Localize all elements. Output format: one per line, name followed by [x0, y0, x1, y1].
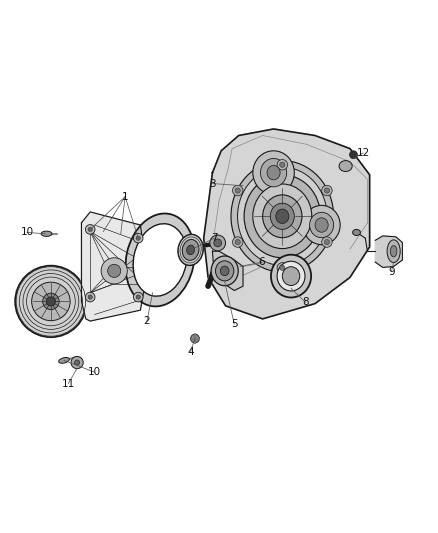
- Circle shape: [280, 162, 285, 167]
- Ellipse shape: [231, 160, 334, 272]
- Circle shape: [32, 282, 70, 321]
- Circle shape: [88, 227, 92, 231]
- Circle shape: [277, 159, 288, 170]
- Circle shape: [71, 357, 83, 369]
- Ellipse shape: [263, 195, 302, 238]
- Circle shape: [46, 297, 56, 306]
- Ellipse shape: [390, 246, 397, 257]
- Ellipse shape: [126, 214, 194, 306]
- Circle shape: [88, 295, 92, 299]
- Circle shape: [134, 233, 143, 243]
- Ellipse shape: [315, 218, 328, 232]
- Ellipse shape: [353, 229, 360, 236]
- Ellipse shape: [244, 175, 321, 258]
- Text: 8: 8: [302, 297, 309, 308]
- Ellipse shape: [310, 212, 334, 238]
- Ellipse shape: [133, 224, 187, 296]
- Circle shape: [235, 188, 240, 193]
- Ellipse shape: [387, 240, 400, 263]
- Ellipse shape: [277, 261, 305, 291]
- Text: 12: 12: [357, 148, 370, 158]
- Circle shape: [235, 239, 240, 245]
- Circle shape: [134, 292, 143, 302]
- Ellipse shape: [178, 235, 203, 265]
- Text: 11: 11: [62, 378, 75, 389]
- Ellipse shape: [283, 266, 300, 286]
- Ellipse shape: [41, 231, 52, 236]
- Ellipse shape: [253, 151, 294, 195]
- Text: 10: 10: [88, 367, 101, 377]
- Text: 2: 2: [144, 316, 150, 326]
- Circle shape: [42, 293, 59, 310]
- Text: 3: 3: [209, 179, 216, 189]
- Circle shape: [277, 263, 288, 273]
- Circle shape: [321, 237, 332, 247]
- Circle shape: [321, 185, 332, 196]
- Text: 10: 10: [20, 228, 33, 237]
- Text: 7: 7: [211, 233, 218, 243]
- Ellipse shape: [303, 205, 340, 245]
- Circle shape: [85, 224, 95, 234]
- Ellipse shape: [187, 245, 194, 255]
- Text: 4: 4: [187, 346, 194, 357]
- Circle shape: [324, 239, 329, 245]
- Ellipse shape: [267, 165, 280, 180]
- Circle shape: [191, 334, 199, 343]
- Circle shape: [108, 264, 121, 277]
- Ellipse shape: [237, 167, 327, 265]
- Ellipse shape: [261, 158, 287, 187]
- Circle shape: [233, 185, 243, 196]
- Polygon shape: [212, 251, 243, 290]
- Ellipse shape: [211, 256, 238, 286]
- Text: 1: 1: [122, 192, 128, 201]
- Ellipse shape: [215, 261, 234, 281]
- Text: 9: 9: [388, 266, 395, 277]
- Circle shape: [136, 295, 141, 299]
- Ellipse shape: [59, 358, 69, 364]
- Circle shape: [101, 258, 127, 284]
- Text: 5: 5: [231, 319, 237, 329]
- Circle shape: [214, 239, 222, 247]
- Ellipse shape: [271, 255, 311, 297]
- Circle shape: [15, 265, 87, 337]
- Polygon shape: [204, 129, 370, 319]
- Circle shape: [210, 235, 226, 251]
- Circle shape: [74, 360, 80, 365]
- Ellipse shape: [220, 266, 229, 276]
- Circle shape: [136, 236, 141, 240]
- Polygon shape: [81, 212, 147, 321]
- Circle shape: [280, 265, 285, 270]
- Circle shape: [324, 188, 329, 193]
- Ellipse shape: [253, 184, 312, 248]
- Circle shape: [350, 151, 357, 159]
- Text: 6: 6: [258, 257, 265, 267]
- Ellipse shape: [182, 239, 199, 260]
- Ellipse shape: [339, 160, 352, 172]
- Polygon shape: [375, 236, 403, 268]
- Circle shape: [233, 237, 243, 247]
- Circle shape: [85, 292, 95, 302]
- Ellipse shape: [270, 203, 294, 229]
- Ellipse shape: [276, 209, 289, 223]
